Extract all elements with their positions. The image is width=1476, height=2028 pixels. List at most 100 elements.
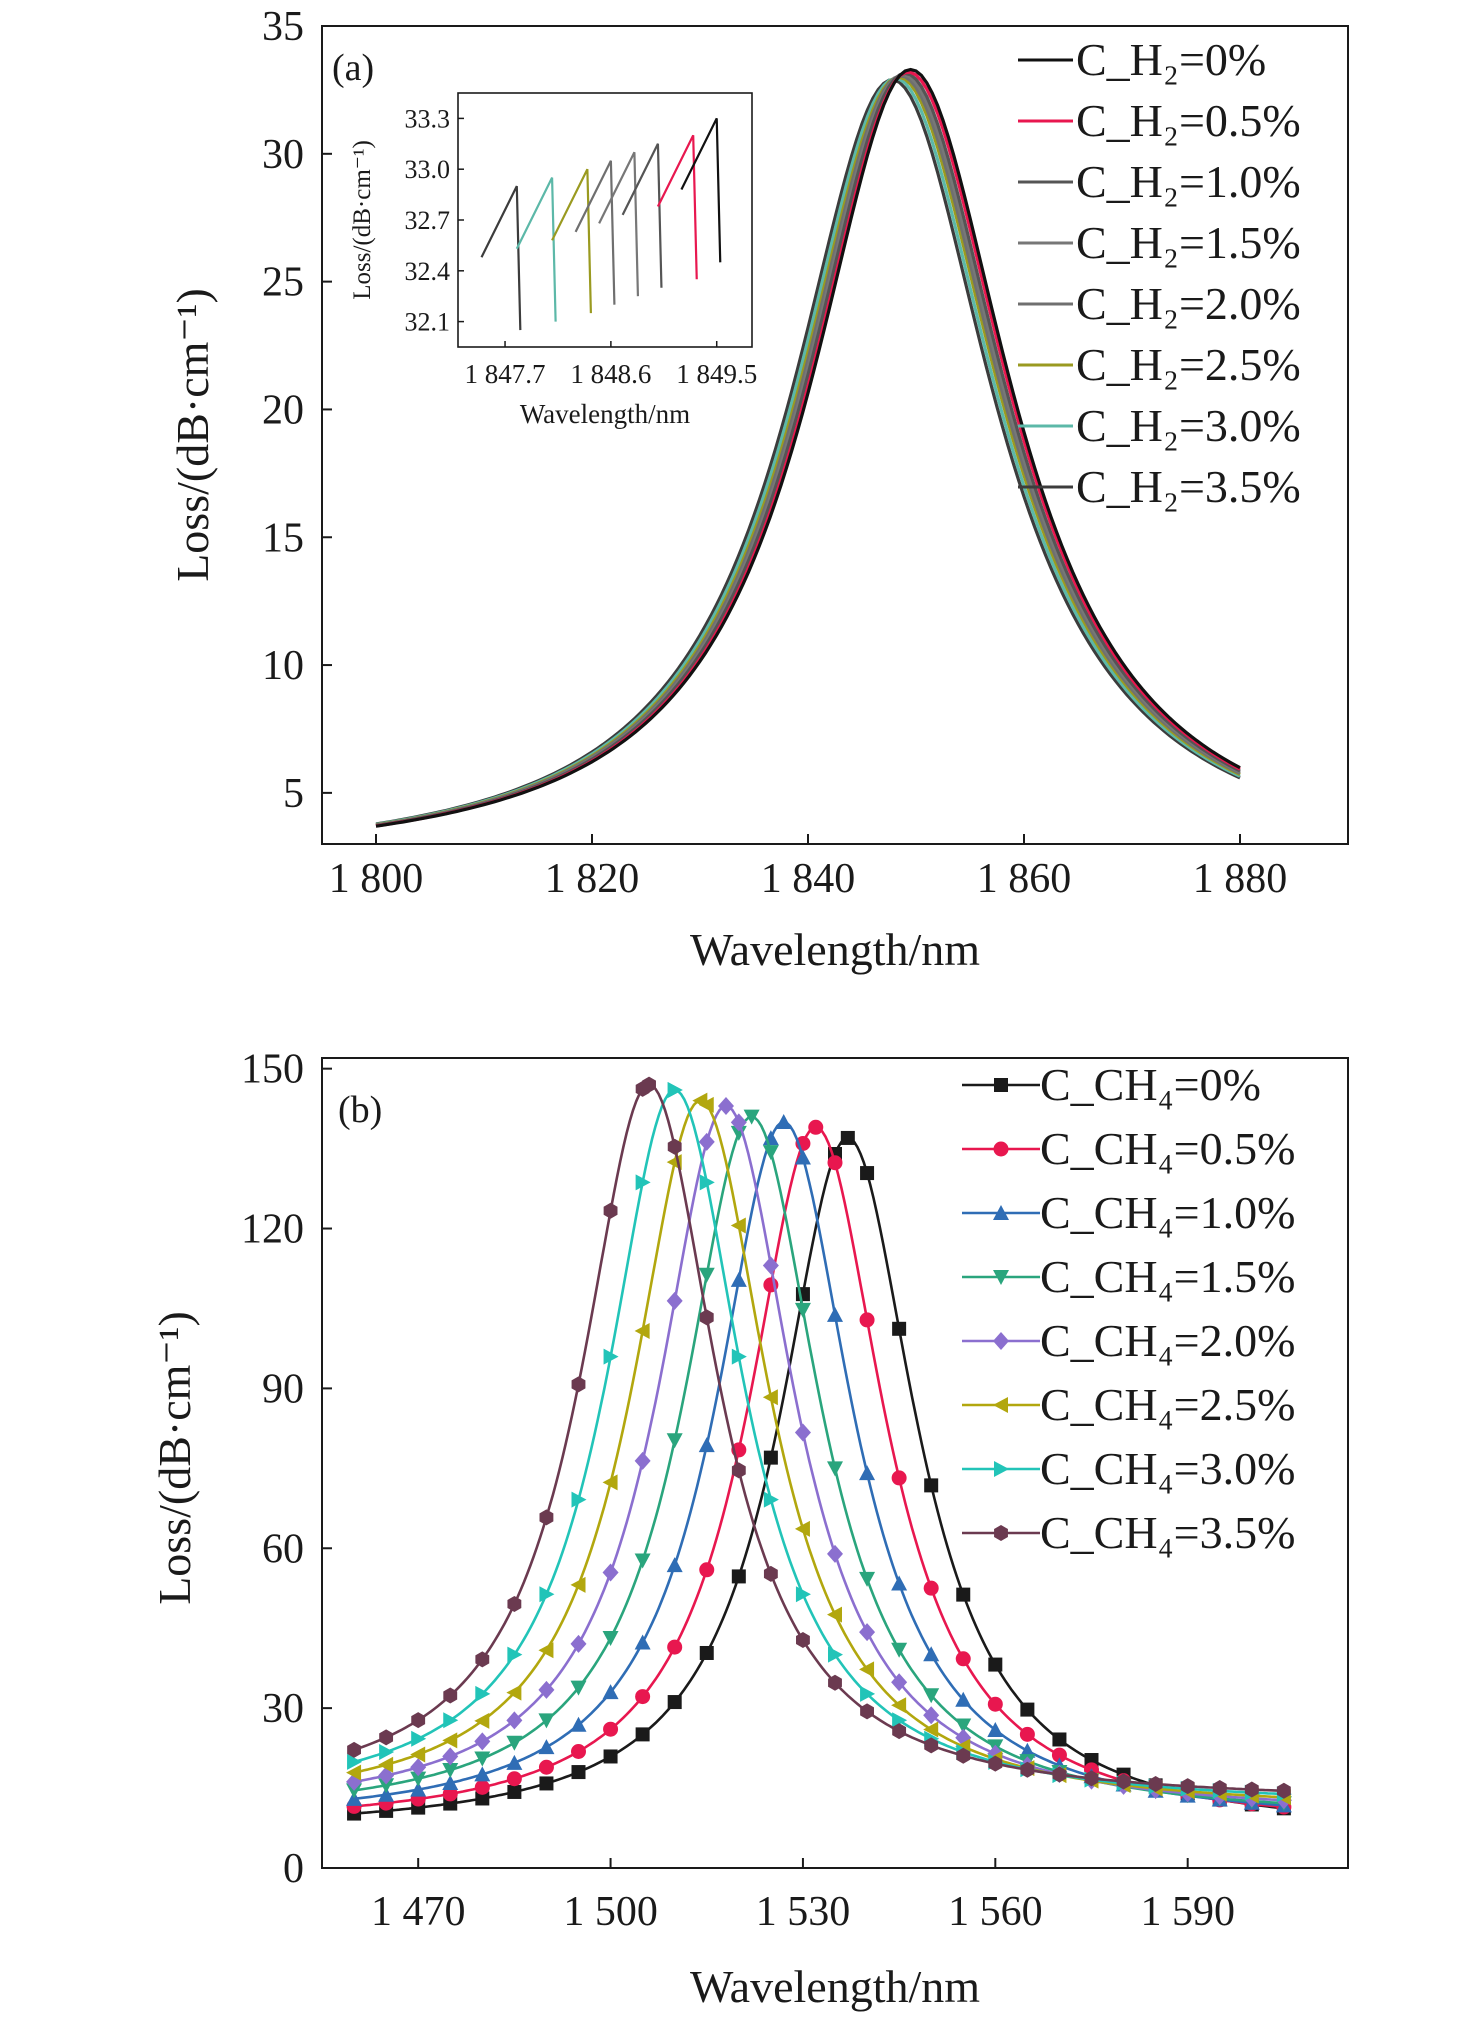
- data-point-b: [602, 1684, 619, 1700]
- data-point-b: [1019, 1742, 1036, 1758]
- x-tick-label-b: 1 500: [563, 1889, 658, 1935]
- y-tick-label-a: 20: [262, 387, 304, 433]
- legend-label-b: C_CH₄=2.5%: [1040, 1379, 1295, 1430]
- y-tick-label-b: 150: [241, 1047, 304, 1093]
- data-point-b: [442, 1774, 459, 1790]
- data-point-b: [474, 1779, 490, 1795]
- data-point-b: [891, 1673, 908, 1692]
- x-axis-label-b: Wavelength/nm: [690, 1961, 980, 2012]
- inset-x-tick-label: 1 848.6: [570, 359, 651, 389]
- y-tick-label-b: 0: [283, 1846, 304, 1892]
- data-point-b: [442, 1732, 458, 1749]
- data-point-b: [474, 1732, 491, 1751]
- data-point-b: [763, 1450, 778, 1465]
- inset-series-line: [515, 177, 557, 322]
- data-point-b: [667, 1081, 683, 1098]
- data-point-b: [506, 1771, 522, 1787]
- data-point-b: [859, 1661, 875, 1678]
- data-point-b: [538, 1642, 554, 1659]
- data-point-b: [923, 1706, 940, 1725]
- data-point-b: [378, 1786, 395, 1802]
- inset-x-tick-label: 1 847.7: [465, 359, 546, 389]
- data-point-b: [635, 1689, 651, 1705]
- data-point-b: [955, 1718, 972, 1734]
- x-tick-label-b: 1 470: [371, 1889, 466, 1935]
- legend-label-b: C_CH₄=0%: [1040, 1059, 1261, 1110]
- data-point-b: [987, 1696, 1003, 1712]
- data-point-b: [570, 1634, 587, 1653]
- data-point-b: [666, 1291, 683, 1310]
- data-point-b: [538, 1713, 555, 1729]
- y-tick-label-a: 25: [262, 260, 304, 306]
- x-tick-label-a: 1 820: [545, 856, 640, 902]
- data-point-b: [988, 1755, 1003, 1772]
- data-point-b: [474, 1751, 491, 1767]
- data-point-b: [891, 1470, 907, 1486]
- data-point-b: [763, 1491, 779, 1508]
- data-point-b: [475, 1685, 491, 1702]
- y-tick-label-b: 30: [262, 1686, 304, 1732]
- data-point-b: [1084, 1770, 1099, 1787]
- data-point-b: [634, 1322, 650, 1339]
- data-point-b: [346, 1783, 363, 1799]
- data-point-b: [794, 1520, 810, 1537]
- data-point-b: [634, 1451, 651, 1470]
- data-point-b: [891, 1575, 908, 1591]
- data-point-b: [667, 1138, 682, 1155]
- data-point-b: [994, 1078, 1008, 1092]
- legend-label-b: C_CH₄=3.5%: [1040, 1507, 1295, 1558]
- data-point-b: [603, 1721, 619, 1737]
- data-point-b: [379, 1743, 395, 1760]
- data-point-b: [955, 1691, 972, 1707]
- data-point-b: [763, 1565, 778, 1582]
- series-markers-b: [347, 1076, 1291, 1799]
- series-lines-a: [375, 67, 1241, 828]
- data-point-b: [692, 1092, 708, 1109]
- data-point-b: [892, 1712, 908, 1729]
- data-point-b: [730, 1217, 746, 1234]
- data-point-b: [538, 1680, 555, 1699]
- axis-ticks-b: 1 470 1 500 1 530 1 560 1 590 0 30 60 90 120 150: [241, 1047, 1235, 1935]
- data-point-b: [859, 1465, 876, 1481]
- data-point-b: [860, 1703, 874, 1720]
- y-axis-label-b: Loss/(dB·cm⁻¹): [149, 1311, 200, 1605]
- data-point-b: [993, 1141, 1009, 1157]
- data-point-b: [743, 1109, 760, 1125]
- data-point-b: [666, 1433, 683, 1449]
- data-point-b: [892, 1321, 907, 1336]
- data-point-b: [828, 1674, 842, 1691]
- data-point-b: [602, 1474, 618, 1491]
- data-point-b: [699, 1309, 714, 1326]
- data-point-b: [1052, 1766, 1067, 1783]
- data-point-b: [475, 1651, 490, 1668]
- data-point-b: [762, 1256, 779, 1275]
- panel-label-b: (b): [338, 1089, 382, 1131]
- data-point-b: [923, 1721, 939, 1738]
- data-point-b: [507, 1784, 522, 1799]
- legend-label-b: C_CH₄=0.5%: [1040, 1123, 1295, 1174]
- data-point-b: [827, 1155, 843, 1171]
- data-point-b: [410, 1758, 427, 1777]
- axis-ticks-a: 1 800 1 820 1 840 1 860 1 880 5 10 15 20 25 30 35: [262, 4, 1287, 902]
- data-point-b: [891, 1697, 907, 1714]
- data-point-b: [993, 1205, 1009, 1220]
- data-point-b: [1180, 1778, 1195, 1795]
- data-point-b: [994, 1461, 1009, 1477]
- legend-label-b: C_CH₄=1.0%: [1040, 1187, 1295, 1238]
- series-line-a: [375, 67, 1241, 828]
- data-point-b: [506, 1735, 523, 1751]
- y-tick-label-a: 35: [262, 4, 304, 50]
- data-point-b: [410, 1746, 426, 1763]
- data-point-b: [1212, 1779, 1227, 1796]
- data-point-b: [475, 1791, 490, 1806]
- data-point-b: [603, 1202, 618, 1219]
- data-point-b: [827, 1606, 842, 1623]
- inset-x-tick-label: 1 849.5: [676, 359, 757, 389]
- x-tick-label-b: 1 530: [756, 1889, 851, 1935]
- data-point-b: [859, 1571, 876, 1587]
- data-point-b: [570, 1716, 587, 1732]
- data-point-b: [840, 1130, 855, 1145]
- data-point-b: [892, 1723, 907, 1740]
- data-point-b: [1020, 1761, 1035, 1778]
- y-tick-label-b: 120: [241, 1207, 304, 1253]
